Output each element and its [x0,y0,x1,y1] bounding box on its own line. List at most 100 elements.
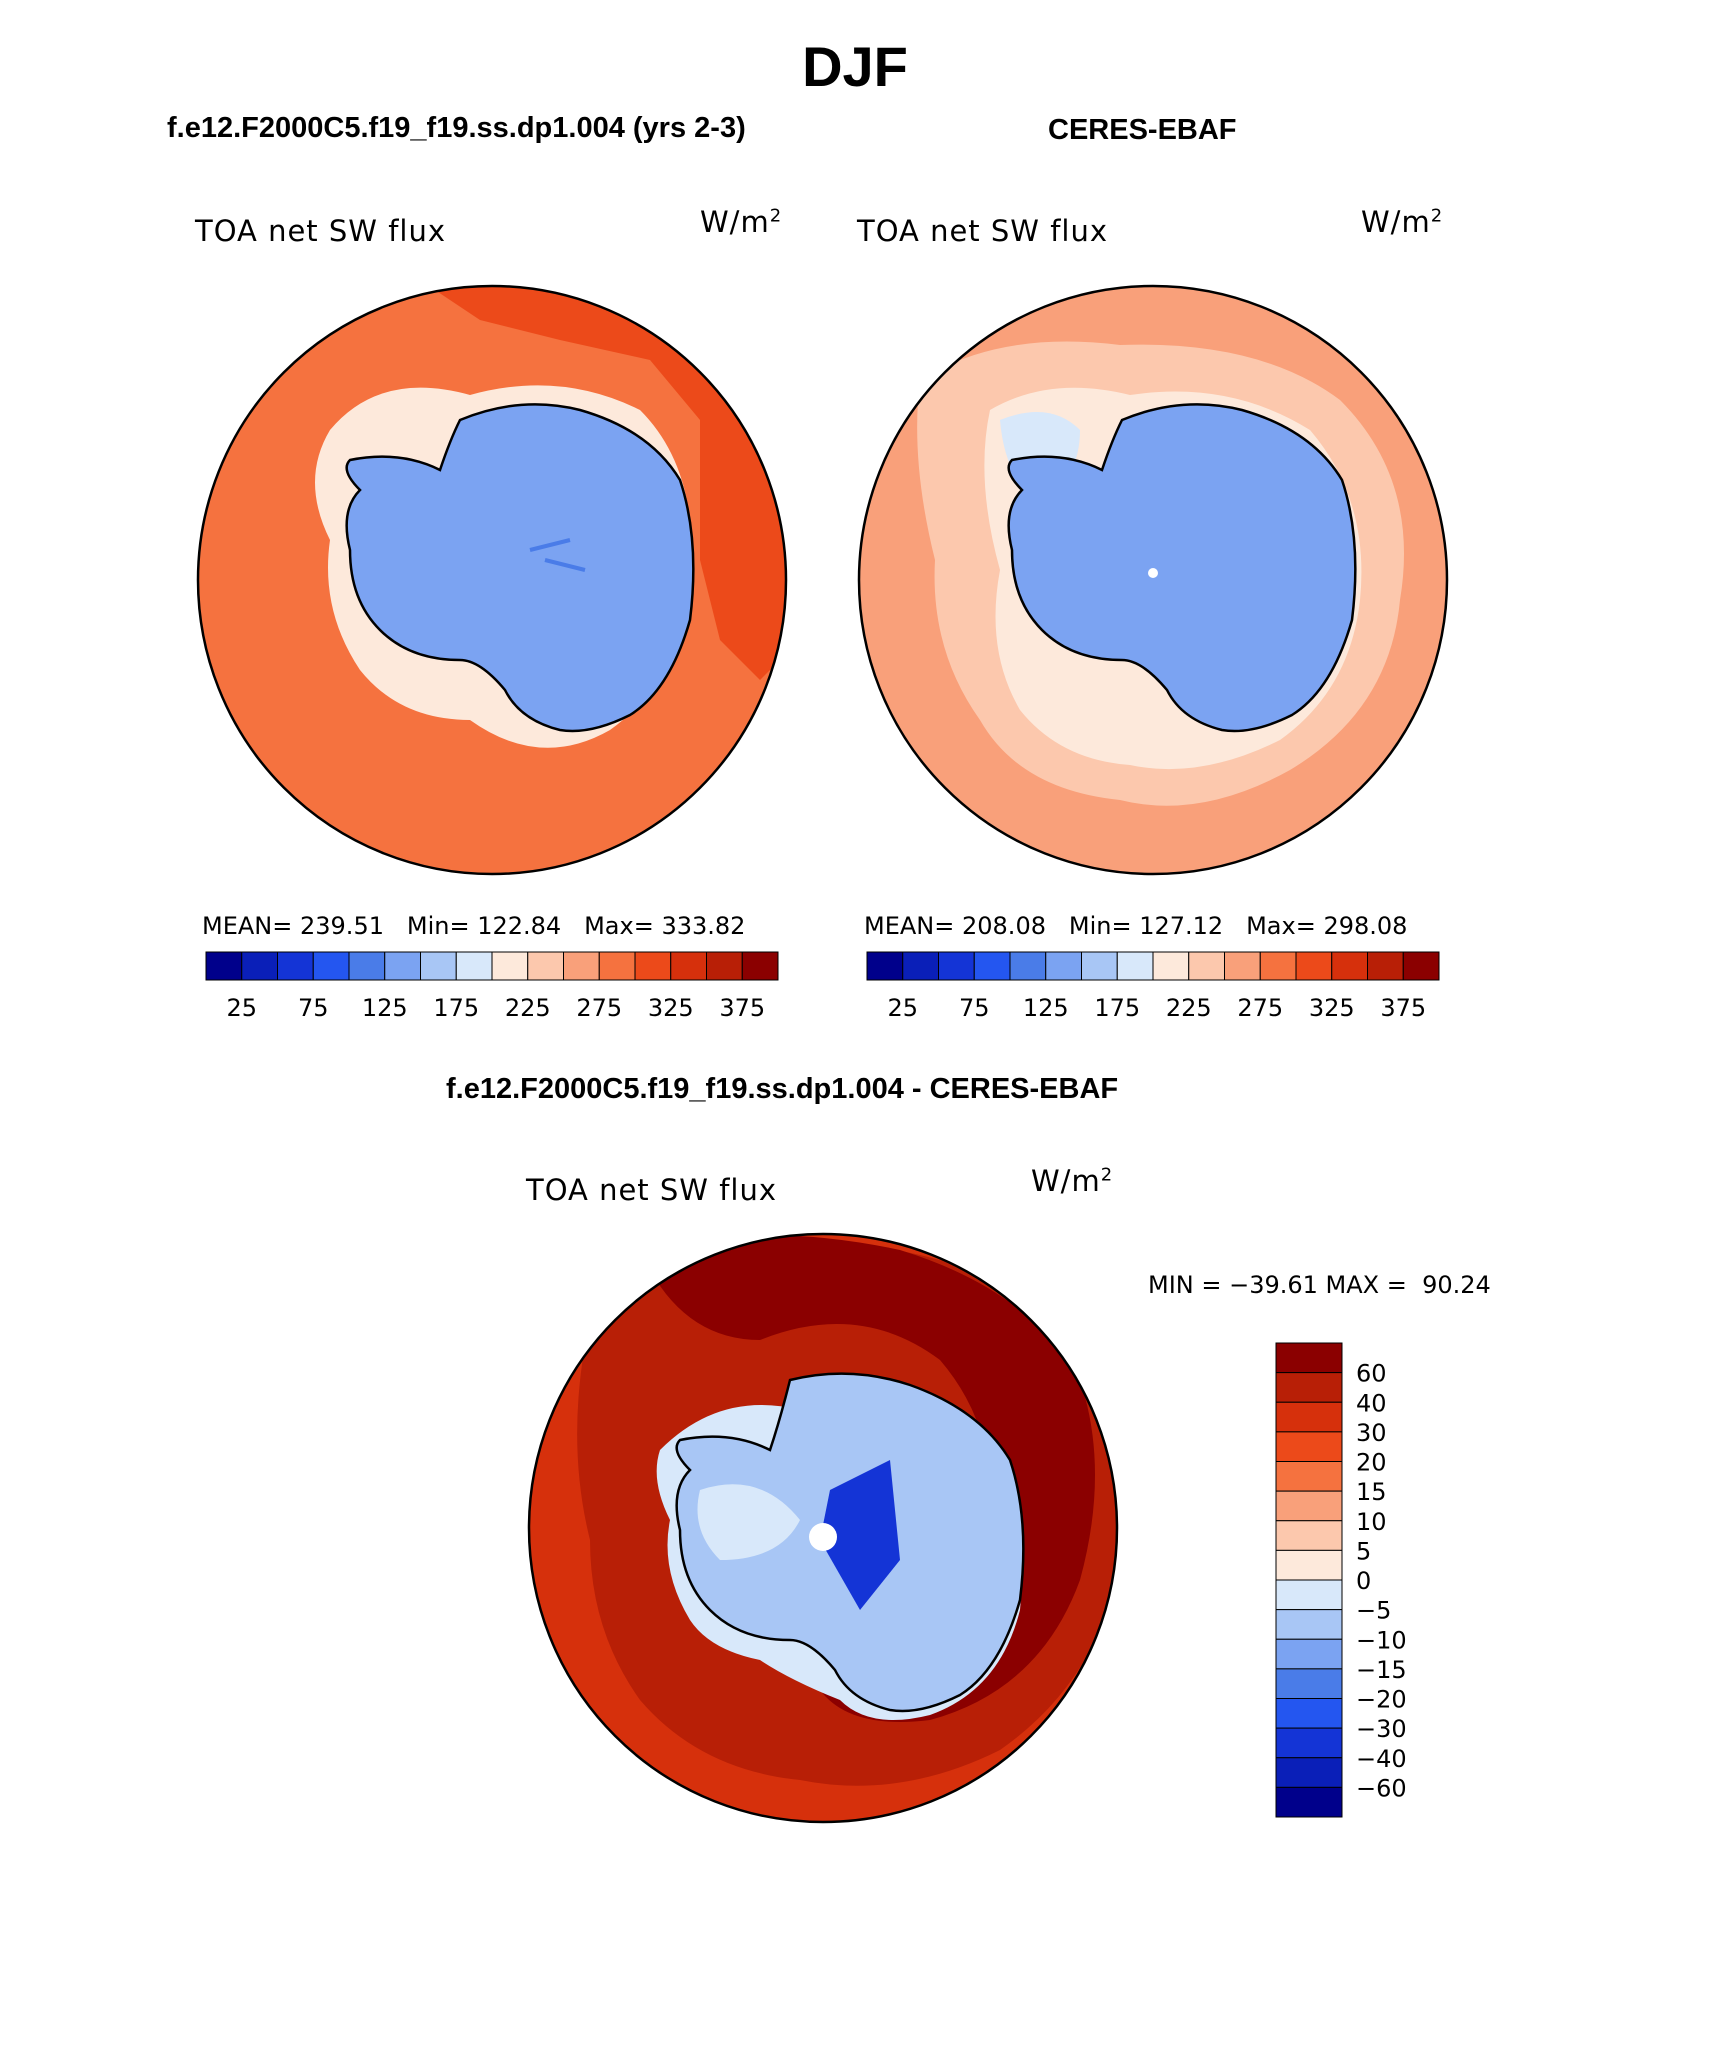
figure-title: DJF [802,35,908,98]
obs-colorbar-tick-label: 325 [1309,994,1355,1022]
diff-colorbar-box [1275,1401,1343,1433]
obs-colorbar-tick-label: 125 [1023,994,1069,1022]
diff-map-fill [529,1234,1117,1822]
obs-colorbar-tick-label: 175 [1094,994,1140,1022]
diff-colorbar-box [1275,1757,1343,1788]
obs-colorbar-box [1331,951,1368,981]
diff-colorbar-tick-label: 5 [1356,1537,1371,1565]
diff-colorbar-tick-label: 60 [1356,1360,1387,1388]
diff-colorbar-box [1275,1638,1343,1670]
model-colorbar-box [563,951,600,981]
model-units-label: W/m2 [700,205,783,239]
diff-colorbar-box [1275,1698,1343,1729]
diff-map-border [527,1232,1119,1824]
model-colorbar-box [420,951,457,981]
model-colorbar-box [277,951,314,981]
diff-colorbar-tick-label: 20 [1356,1449,1387,1477]
model-colorbar-tick-label: 325 [648,994,694,1022]
diff-colorbar-tick-label: 15 [1356,1478,1387,1506]
diff-colorbar-box [1275,1431,1343,1462]
obs-stats: MEAN= 208.08 Min= 127.12 Max= 298.08 [864,912,1408,940]
model-map-border [196,284,788,876]
diff-colorbar-tick-label: 40 [1356,1389,1387,1417]
obs-pole-hole [1148,568,1158,578]
model-ice-sheet [346,404,694,731]
model-colorbar: 25 75 125 175 225 275 325 375 [205,951,779,1022]
diff-ice-light-patch [697,1484,800,1560]
model-ice-streak [529,538,586,572]
diff-colorbar-tick-label: −30 [1356,1715,1407,1743]
diff-units-label: W/m2 [1031,1164,1114,1198]
model-colorbar-tick-label: 75 [298,994,329,1022]
model-panel-title: f.e12.F2000C5.f19_f19.ss.dp1.004 (yrs 2-… [167,112,746,144]
obs-colorbar-box [902,951,939,981]
obs-colorbar-box [1224,951,1261,981]
diff-colorbar-box [1275,1668,1343,1699]
obs-colorbar-box [1402,951,1440,981]
obs-colorbar-box [1295,951,1333,981]
obs-colorbar-box [1045,951,1082,981]
model-colorbar-box [741,951,779,981]
obs-coastline [1007,403,1357,733]
diff-colorbar-box [1275,1549,1343,1581]
model-colorbar-box [634,951,672,981]
model-colorbar-tick-label: 375 [719,994,765,1022]
diff-colorbar-tick-label: −5 [1356,1597,1391,1625]
diff-colorbar-box [1275,1461,1343,1492]
model-colorbar-box [670,951,707,981]
diff-colorbar-tick-label: 10 [1356,1508,1387,1536]
model-colorbar-tick-label: 175 [433,994,479,1022]
diff-minmax: MIN = −39.61 MAX = 90.24 [1148,1271,1491,1299]
model-coastline [345,403,695,733]
diff-colorbar-box [1275,1490,1343,1522]
diff-colorbar-tick-label: 0 [1356,1567,1371,1595]
obs-colorbar-box [1009,951,1047,981]
diff-coastline [675,1372,1025,1713]
obs-colorbar-box [1152,951,1190,981]
model-colorbar-tick-label: 25 [226,994,257,1022]
obs-colorbar-box [1081,951,1118,981]
model-colorbar-tick-label: 225 [505,994,551,1022]
model-colorbar-tick-label: 125 [362,994,408,1022]
diff-panel-title: f.e12.F2000C5.f19_f19.ss.dp1.004 - CERES… [446,1073,1119,1105]
diff-colorbar-tick-label: −40 [1356,1745,1407,1773]
diff-colorbar-tick-label: −60 [1356,1774,1407,1802]
obs-colorbar-box [1188,951,1225,981]
obs-colorbar-box [938,951,975,981]
model-stats: MEAN= 239.51 Min= 122.84 Max= 333.82 [202,912,746,940]
obs-ice-sheet [1008,404,1356,731]
model-colorbar-box [706,951,743,981]
diff-colorbar-box [1275,1342,1343,1374]
obs-units-label: W/m2 [1361,205,1444,239]
diff-colorbar-box [1275,1372,1343,1403]
diff-colorbar-box [1275,1520,1343,1551]
model-colorbar-box [491,951,529,981]
diff-pole-hole [809,1523,837,1551]
model-colorbar-box [527,951,564,981]
obs-colorbar-box [1259,951,1297,981]
diff-colorbar-box [1275,1579,1343,1611]
diff-colorbar-box [1275,1786,1343,1818]
diff-colorbar-box [1275,1727,1343,1759]
model-colorbar-box [241,951,278,981]
diff-colorbar-tick-label: 30 [1356,1419,1387,1447]
diff-colorbar-tick-label: −15 [1356,1656,1407,1684]
obs-colorbar-box [973,951,1011,981]
model-colorbar-box [455,951,493,981]
obs-variable-label: TOA net SW flux [857,214,1109,248]
obs-panel-title: CERES-EBAF [1048,114,1237,146]
diff-colorbar-box [1275,1609,1343,1640]
obs-colorbar: 25 75 125 175 225 275 325 375 [866,951,1440,1022]
obs-colorbar-tick-label: 25 [887,994,918,1022]
obs-colorbar-tick-label: 225 [1166,994,1212,1022]
obs-colorbar-tick-label: 275 [1237,994,1283,1022]
obs-colorbar-box [1116,951,1154,981]
model-colorbar-box [205,951,243,981]
diff-colorbar-tick-label: −10 [1356,1626,1407,1654]
model-ocean-band [420,286,786,680]
diff-colorbar-tick-label: −20 [1356,1686,1407,1714]
obs-colorbar-box [1367,951,1404,981]
obs-map-fill [859,286,1447,874]
